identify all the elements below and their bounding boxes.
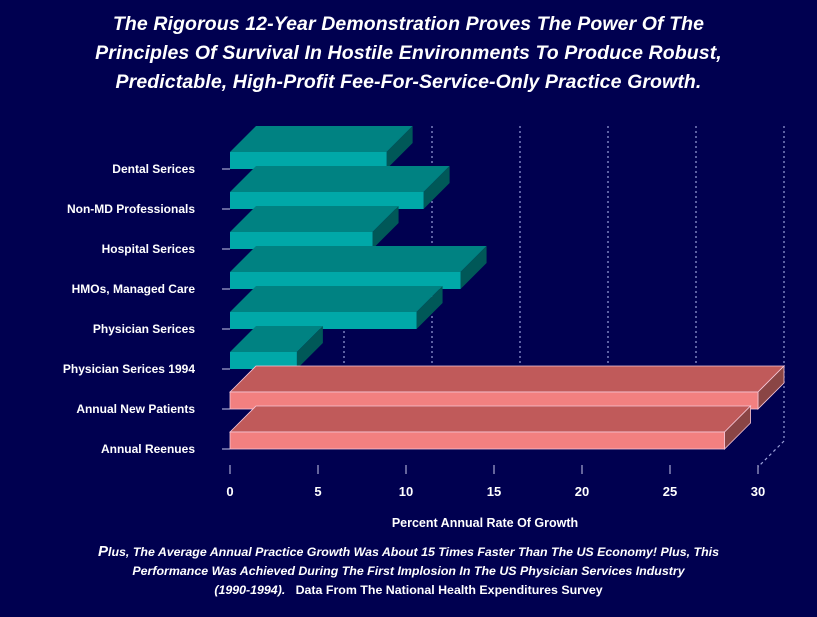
- bar-top-face: [230, 126, 413, 152]
- category-label: Annual Reenues: [101, 442, 195, 456]
- bar-front-face: [230, 312, 417, 329]
- bar-front-face: [230, 192, 424, 209]
- x-tick-label: 30: [751, 484, 765, 499]
- bar-front-face: [230, 352, 297, 369]
- footer-note: Plus, The Average Annual Practice Growth…: [0, 542, 817, 600]
- bar: [230, 326, 323, 369]
- footer-line-3-date: (1990-1994).: [214, 583, 286, 597]
- footer-line-3: (1990-1994). Data From The National Heal…: [0, 581, 817, 600]
- title-line-1: The Rigorous 12-Year Demonstration Prove…: [112, 13, 705, 35]
- footer-source: Data From The National Health Expenditur…: [295, 583, 603, 597]
- bar: [229, 405, 752, 450]
- bar-top-face: [230, 326, 323, 352]
- bar-side-face: [386, 126, 413, 169]
- chart-title: The Rigorous 12-Year Demonstration Prove…: [0, 10, 817, 97]
- bar-front-face: [229, 431, 725, 450]
- footer-line-1: Plus, The Average Annual Practice Growth…: [0, 542, 817, 562]
- bar-front-face: [230, 272, 461, 289]
- category-label: Annual New Patients: [76, 402, 195, 416]
- x-tick-label: 0: [226, 484, 233, 499]
- x-tick-label: 15: [487, 484, 501, 499]
- gridline-floor-edge: [757, 440, 785, 468]
- bar-top-face: [229, 365, 785, 393]
- x-tick-label: 25: [663, 484, 677, 499]
- bar-front-face: [230, 232, 373, 249]
- category-label: Non-MD Professionals: [67, 202, 195, 216]
- footer-lead-letter: P: [98, 543, 109, 560]
- bar-top-face: [229, 405, 752, 433]
- gridlines: [343, 126, 785, 468]
- bar: [230, 126, 413, 169]
- category-label: Physician Serices: [93, 322, 195, 336]
- x-axis: 0 5 10 15 20 25 30: [226, 465, 765, 499]
- bar: [230, 166, 450, 209]
- bar-front-face: [230, 152, 387, 169]
- category-label: Hospital Serices: [102, 242, 196, 256]
- category-label: Physician Serices 1994: [63, 362, 195, 376]
- title-line-2: Principles Of Survival In Hostile Enviro…: [95, 42, 722, 64]
- bar-side-face: [416, 286, 443, 329]
- category-label: HMOs, Managed Care: [72, 282, 196, 296]
- title-line-3: Predictable, High-Profit Fee-For-Service…: [115, 71, 702, 93]
- bar: [230, 206, 399, 249]
- bar-side-face: [372, 206, 399, 249]
- category-label: Dental Serices: [112, 162, 195, 176]
- footer-line-2: Performance Was Achieved During The Firs…: [132, 564, 685, 578]
- category-labels: Dental Serices Non-MD Professionals Hospit…: [63, 162, 230, 456]
- footer-line-1-text: lus, The Average Annual Practice Growth …: [108, 545, 719, 559]
- x-tick-label: 20: [575, 484, 589, 499]
- bar-top-face: [230, 246, 487, 272]
- x-tick-label: 10: [399, 484, 413, 499]
- bars: [229, 126, 785, 450]
- bar-side-face: [296, 326, 323, 369]
- bar-top-face: [230, 286, 443, 312]
- bar-top-face: [230, 206, 399, 232]
- bar-top-face: [230, 166, 450, 192]
- x-axis-title: Percent Annual Rate Of Growth: [392, 516, 578, 530]
- bar-side-face: [423, 166, 450, 209]
- x-tick-label: 5: [314, 484, 321, 499]
- bar: [229, 365, 785, 410]
- bar: [230, 246, 487, 289]
- bar-side-face: [460, 246, 487, 289]
- bar: [230, 286, 443, 329]
